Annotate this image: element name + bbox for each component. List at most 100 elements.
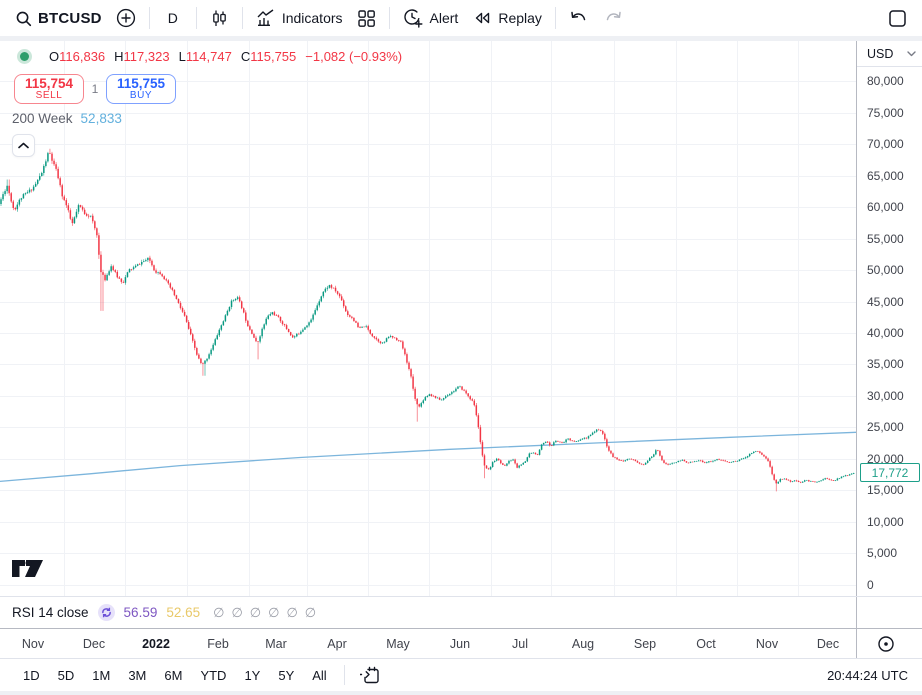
time-tick: Oct <box>696 636 716 651</box>
range-button-all[interactable]: All <box>312 667 327 683</box>
chart-area: O116,836 H117,323 L114,747 C115,755 −1,082 … <box>0 41 922 695</box>
time-tick: Aug <box>571 636 595 651</box>
alert-label: Alert <box>429 10 459 26</box>
redo-icon <box>603 10 623 26</box>
toolbar-divider <box>241 7 243 29</box>
range-button-3m[interactable]: 3M <box>128 667 147 683</box>
empty-set-icon: ∅ <box>249 604 262 620</box>
bottom-toolbar: 1D 5D 1M 3M 6M YTD 1Y 5Y All 20:44:24 UTC <box>0 658 922 695</box>
down-candle-bodies <box>8 153 849 484</box>
last-price-label: 17,772 <box>860 463 920 483</box>
price-tick: 75,000 <box>867 105 904 120</box>
layout-fullscreen-button[interactable] <box>881 5 914 32</box>
time-axis-divider <box>856 629 857 659</box>
price-tick: 0 <box>867 577 874 592</box>
range-button-1d[interactable]: 1D <box>23 667 40 683</box>
alert-clock-plus-icon <box>403 8 424 28</box>
chart-canvas[interactable] <box>0 41 856 596</box>
empty-set-icon: ∅ <box>213 604 225 620</box>
chevron-down-icon <box>907 50 917 57</box>
candlestick-chart[interactable] <box>0 41 856 596</box>
pane-divider[interactable] <box>0 596 922 597</box>
plus-circle-icon <box>116 8 136 28</box>
time-tick: Nov <box>21 636 45 651</box>
spread-value: 1 <box>91 82 99 96</box>
symbol-search-button[interactable]: BTCUSD <box>8 6 109 31</box>
currency-toggle[interactable]: USD <box>857 41 922 67</box>
sell-button[interactable]: 115,754 SELL <box>14 74 84 104</box>
range-button-1y[interactable]: 1Y <box>244 667 261 683</box>
empty-set-icon: ∅ <box>268 604 280 620</box>
price-tick: 80,000 <box>867 74 904 89</box>
price-tick: 25,000 <box>867 420 904 435</box>
rsi-pane-legend[interactable]: RSI 14 close 56.59 52.65 ∅ ∅ ∅ ∅ ∅ ∅ <box>0 597 856 628</box>
price-tick: 30,000 <box>867 388 904 403</box>
go-to-date-button[interactable] <box>353 662 388 689</box>
time-tick: Mar <box>265 636 287 651</box>
bottom-strip <box>0 691 922 695</box>
templates-button[interactable] <box>350 5 383 32</box>
price-tick: 20,000 <box>867 451 904 466</box>
chart-style-button[interactable] <box>203 5 236 32</box>
time-tick: Sep <box>633 636 657 651</box>
empty-set-icon: ∅ <box>286 604 298 620</box>
range-button-6m[interactable]: 6M <box>164 667 183 683</box>
ohlc-legend[interactable]: O116,836 H117,323 L114,747 C115,755 −1,082 … <box>12 49 411 64</box>
axis-settings-button[interactable] <box>875 633 897 655</box>
toolbar-divider <box>195 7 197 29</box>
rsi-value-main: 56.59 <box>123 605 158 620</box>
ohlc-item: O116,836 <box>49 49 106 64</box>
range-button-1m[interactable]: 1M <box>92 667 111 683</box>
gridlines <box>0 41 856 596</box>
price-tick: 35,000 <box>867 357 904 372</box>
collapse-pane-button[interactable] <box>12 134 35 157</box>
ohlc-change: −1,082 (−0.93%) <box>305 49 403 64</box>
up-candle-wicks <box>0 151 854 484</box>
price-tick: 45,000 <box>867 294 904 309</box>
clock-utc[interactable]: 20:44:24 UTC <box>827 667 908 683</box>
top-toolbar: BTCUSD D Indicators <box>0 0 922 36</box>
indicators-button[interactable]: Indicators <box>249 5 350 31</box>
up-candle-bodies <box>0 153 855 484</box>
rsi-name: RSI 14 close <box>12 605 89 620</box>
down-candle-wicks <box>8 148 848 492</box>
undo-icon <box>569 10 589 26</box>
price-tick: 60,000 <box>867 200 904 215</box>
tradingview-logo[interactable] <box>12 560 43 584</box>
candles-icon <box>210 9 229 28</box>
price-axis[interactable]: USD 17,772 80,000 75,000 70,000 65,000 60,00… <box>856 41 922 596</box>
redo-button[interactable] <box>596 6 630 30</box>
compare-add-button[interactable] <box>109 4 143 32</box>
empty-set-icon: ∅ <box>304 604 317 620</box>
market-status-dot <box>20 52 29 61</box>
ma-legend-value: 52,833 <box>80 111 122 126</box>
indicators-label: Indicators <box>281 10 343 26</box>
price-tick: 40,000 <box>867 325 904 340</box>
price-tick: 15,000 <box>867 483 904 498</box>
time-axis[interactable]: Nov Dec 2022 Feb Mar Apr May Jun Jul Aug Sep Oct Nov… <box>0 628 922 659</box>
alert-button[interactable]: Alert <box>396 4 466 32</box>
range-button-5d[interactable]: 5D <box>57 667 75 683</box>
rsi-refresh-icon <box>97 604 115 621</box>
range-button-ytd[interactable]: YTD <box>200 667 227 683</box>
sell-label: SELL <box>35 89 63 101</box>
undo-button[interactable] <box>562 6 596 30</box>
rsi-value-secondary: 52.65 <box>166 605 201 620</box>
rsi-empty-slots: ∅ ∅ ∅ ∅ ∅ ∅ <box>213 605 316 621</box>
time-tick: Apr <box>327 636 347 651</box>
buy-button[interactable]: 115,755 BUY <box>106 74 176 104</box>
buy-price: 115,755 <box>116 75 166 91</box>
ohlc-values: O116,836 H117,323 L114,747 C115,755 <box>49 49 305 64</box>
time-tick: Jun <box>449 636 471 651</box>
indicators-icon <box>256 9 276 27</box>
ohlc-item: C115,755 <box>240 49 297 64</box>
interval-button[interactable]: D <box>156 6 190 30</box>
time-tick: Dec <box>816 636 840 651</box>
ma-200-week-legend[interactable]: 200 Week 52,833 <box>12 111 122 126</box>
price-tick: 65,000 <box>867 168 904 183</box>
ohlc-item: L114,747 <box>178 49 232 64</box>
gear-icon <box>877 635 895 653</box>
replay-button[interactable]: Replay <box>465 5 549 31</box>
range-button-5y[interactable]: 5Y <box>278 667 295 683</box>
